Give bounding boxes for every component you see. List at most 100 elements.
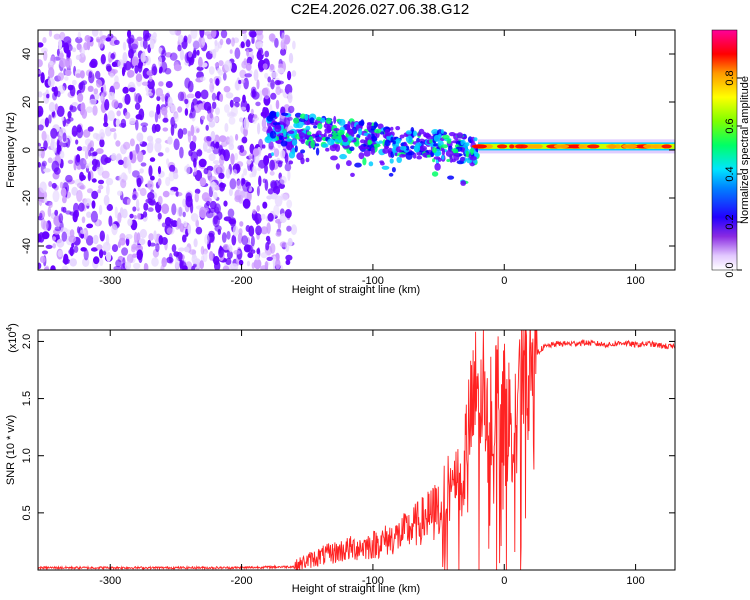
spectrogram-cell (185, 195, 193, 208)
spectrogram-cell (81, 46, 85, 58)
spectrogram-cell (440, 144, 448, 149)
spectrogram-cell (102, 83, 107, 93)
spectrogram-cell (196, 66, 204, 71)
spectrogram-cell (362, 157, 367, 166)
spectrogram-cell (75, 36, 83, 44)
spectrogram-cell (271, 152, 274, 157)
spectrogram-cell (136, 175, 144, 185)
spectrogram-cell (184, 108, 189, 116)
spectrogram-cell (139, 168, 144, 174)
spectrogram-cell (214, 225, 222, 232)
spectrogram-cell (145, 55, 151, 66)
spectrogram-cell (91, 30, 99, 37)
spectrogram-cell (111, 99, 119, 109)
spectrogram-cell (161, 203, 170, 215)
spectrogram-cell (314, 143, 320, 147)
spectrogram-cell (76, 164, 82, 170)
spectrogram-cell (144, 32, 152, 38)
snr-x-tick-label: -200 (231, 575, 253, 587)
spectrogram-cell (396, 156, 403, 163)
spectrogram-cell (69, 85, 76, 97)
spectrogram-cell (137, 186, 141, 192)
spectrogram-cell (208, 153, 216, 162)
spectrogram-cell (246, 159, 252, 165)
spectrogram-cell (225, 38, 232, 45)
spectrogram-cell (128, 87, 136, 93)
spectrogram-cell (85, 235, 94, 246)
spectrogram-cell (192, 259, 199, 265)
spectrogram-cell (315, 147, 320, 156)
spectrogram-cell (246, 49, 250, 57)
spectrogram-cell (53, 33, 61, 40)
snr-frame (37, 329, 676, 571)
spectrogram-cell (270, 243, 276, 254)
spectrogram-cell (132, 206, 137, 212)
spectrogram-cell (48, 101, 56, 113)
spectrogram-cell (169, 189, 175, 196)
spectrogram-cell (114, 206, 118, 219)
spectrogram-cell (204, 31, 212, 36)
spectrogram-cell (621, 144, 638, 149)
spectrogram-cell (218, 246, 224, 258)
spectrogram-cell (252, 148, 259, 157)
spectrogram-cell (58, 39, 63, 50)
spectrogram-cell (205, 124, 209, 131)
spectrogram-cell (140, 122, 149, 127)
spectrogram-cell (135, 93, 142, 104)
spectrogram-cell (267, 76, 272, 83)
spectrogram-cell (88, 150, 92, 157)
spectrogram-cell (124, 93, 131, 105)
spectrogram-cell (130, 43, 138, 50)
colorbar-tick-label: 0.0 (724, 262, 736, 277)
spectrogram-cell (229, 178, 237, 190)
spectrogram-cell (177, 128, 184, 139)
spectrogram-cell (65, 118, 71, 124)
spectrogram-cell (103, 113, 108, 125)
spectrogram-cell (399, 134, 405, 139)
spectrogram-cell (378, 140, 383, 144)
spectrogram-cell (256, 205, 261, 212)
spectrogram-cell (88, 71, 93, 78)
colorbar-tick-label: 0.8 (724, 70, 736, 85)
spectrogram-cell (141, 125, 148, 133)
spectrogram-cell (219, 93, 224, 102)
colorbar-tick-label: 0.4 (724, 166, 736, 181)
spectrogram-cell (453, 152, 460, 161)
spectrogram-cell (270, 71, 278, 79)
spectrogram-cell (131, 243, 138, 250)
spectrogram-cell (287, 116, 293, 121)
spectrogram-cell (161, 93, 165, 102)
spectrogram-cell (68, 235, 77, 243)
colorbar-frame (711, 29, 738, 271)
spectrogram-cell (390, 136, 394, 143)
spectrogram-cell (335, 163, 340, 170)
spectrogram-cell (127, 30, 132, 39)
spectrogram-cell (229, 99, 234, 108)
spectrogram-cell (358, 120, 365, 126)
spectrogram-cell (268, 141, 274, 150)
spectrogram-cell (158, 81, 164, 87)
spectrogram-cell (264, 50, 270, 58)
spectrogram-cell (93, 256, 100, 265)
spectrogram-cell (92, 151, 98, 156)
spectrogram-cell (325, 147, 330, 152)
spectrogram-cell (64, 69, 72, 77)
spectrogram-cell (255, 41, 264, 49)
spectrogram-cell (65, 210, 72, 215)
spectrogram-cell (432, 158, 436, 163)
spectrogram-cell (240, 41, 245, 49)
spectrogram-cell (169, 30, 177, 36)
spectrogram-cell (65, 174, 73, 183)
spectrogram-cell (48, 67, 55, 79)
spectrogram-cell (227, 208, 235, 218)
spectrogram-cell (76, 189, 83, 202)
spectrogram-cell (43, 140, 48, 151)
spectrogram-cell (140, 162, 147, 167)
spectrogram-cell (47, 77, 55, 87)
spectrogram-cell (139, 238, 146, 246)
spectrogram-cell (49, 60, 54, 66)
spectrogram-cell (111, 153, 117, 161)
spectrogram-cell (67, 111, 72, 119)
spectrogram-cell (405, 130, 412, 135)
